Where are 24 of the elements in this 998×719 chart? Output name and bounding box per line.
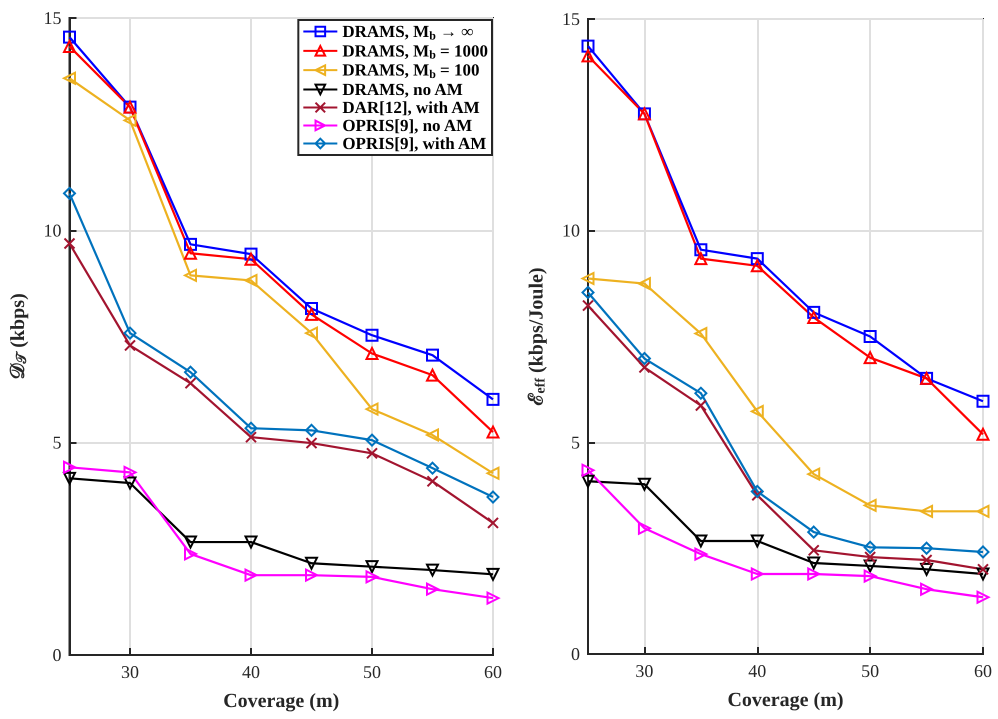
- y-axis-title: 𝒟𝒯 (kbps): [7, 293, 30, 380]
- y-tick-label: 0: [52, 645, 62, 665]
- legend-label: OPRIS[9], no AM: [342, 116, 472, 135]
- x-tick-label: 50: [363, 662, 381, 682]
- legend-label: OPRIS[9], with AM: [342, 134, 486, 153]
- x-tick-label: 40: [242, 662, 260, 682]
- y-tick-label: 5: [52, 432, 62, 453]
- y-tick-label: 10: [562, 220, 580, 241]
- x-axis-title: Coverage (m): [223, 690, 340, 712]
- x-tick-label: 30: [121, 662, 139, 682]
- y-tick-label: 10: [44, 220, 62, 240]
- y-tick-label: 5: [571, 432, 580, 452]
- x-tick-label: 40: [748, 661, 766, 681]
- y-axis-title: ℰeff (kbps/Joule): [526, 267, 548, 406]
- y-tick-label: 0: [571, 644, 580, 664]
- y-tick-label: 15: [562, 9, 580, 29]
- x-axis-title: Coverage (m): [727, 689, 844, 711]
- x-tick-label: 50: [861, 661, 880, 681]
- legend-label: DAR[12], with AM: [342, 98, 480, 117]
- legend-label: DRAMS, no AM: [342, 80, 463, 99]
- x-tick-label: 60: [974, 661, 992, 681]
- y-tick-label: 15: [44, 8, 62, 28]
- x-tick-label: 30: [635, 661, 654, 681]
- x-tick-label: 60: [484, 662, 502, 682]
